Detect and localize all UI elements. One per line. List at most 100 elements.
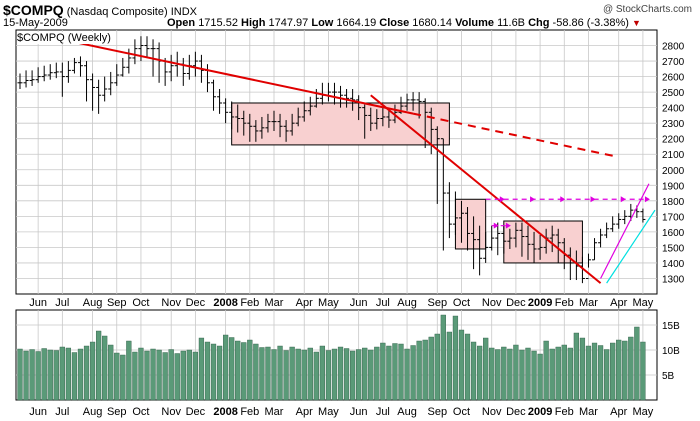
volume-bar (501, 346, 507, 401)
price-y-tick-label: 1900 (662, 181, 685, 192)
price-y-tick-label: 2800 (662, 42, 685, 53)
volume-x-tick-label: Sep (427, 406, 447, 418)
volume-bar (549, 348, 555, 401)
volume-bar (210, 343, 217, 401)
volume-bar (452, 315, 459, 401)
volume-bar (235, 340, 241, 401)
volume-x-tick-label: Dec (506, 406, 526, 418)
price-x-tick-label: Mar (579, 297, 598, 309)
volume-bar (343, 348, 350, 401)
symbol: $COMPQ (3, 2, 64, 18)
volume-bar (59, 346, 65, 401)
channel-lower-line (606, 209, 656, 284)
volume-bar (289, 346, 295, 401)
volume-bar (186, 349, 192, 401)
volume-bar (307, 347, 313, 401)
volume-bar (628, 336, 634, 401)
target-arrow-icon (620, 196, 626, 203)
volume-bar (640, 341, 646, 401)
volume-bar (597, 345, 604, 401)
low-label: Low (311, 17, 334, 29)
volume-bar (65, 347, 72, 401)
panel-label: $COMPQ (Weekly) (17, 32, 111, 44)
volume-bar (301, 349, 307, 401)
volume-x-tick-label: Nov (161, 406, 181, 418)
volume-bar (71, 352, 78, 401)
volume-bar (616, 339, 622, 401)
volume-x-tick-label: May (318, 406, 339, 418)
volume-bar (89, 341, 96, 401)
price-x-tick-label: Jun (350, 297, 368, 309)
volume-x-tick-label: 2008 (213, 406, 237, 418)
price-x-tick-label: May (318, 297, 339, 309)
volume-x-tick-label: Dec (186, 406, 206, 418)
volume-bar (271, 349, 277, 401)
volume-bar (434, 333, 440, 401)
volume-x-tick-label: Mar (265, 406, 284, 418)
volume-bar (108, 344, 114, 401)
volume-bar (77, 348, 84, 401)
volume-bar (29, 349, 35, 401)
volume-bar (102, 335, 108, 401)
channel-upper-line (600, 183, 650, 279)
chg-label: Chg (528, 17, 550, 29)
price-y-tick-label: 2500 (662, 88, 685, 99)
volume-bar (349, 350, 356, 401)
volume-bar (374, 346, 380, 401)
volume-bar (458, 329, 465, 401)
volume-bar (132, 351, 138, 401)
open-value: 1715.52 (198, 17, 238, 29)
volume-x-tick-label: Jun (29, 406, 47, 418)
volume-y-tick-label: 5B (662, 371, 675, 382)
high-value: 1747.97 (268, 17, 309, 29)
volume-bar (507, 348, 513, 401)
price-x-tick-label: Oct (453, 297, 470, 309)
price-y-tick-label: 1600 (662, 228, 685, 239)
volume-bar (489, 347, 495, 401)
consolidation-box (454, 198, 487, 250)
volume-bar (470, 341, 477, 401)
volume-bar (120, 354, 126, 401)
volume-bar (513, 344, 519, 401)
volume-bar (144, 350, 150, 401)
high-label: High (241, 17, 266, 29)
price-x-tick-label: 2008 (213, 297, 237, 309)
volume-bar (17, 348, 23, 401)
price-y-tick-label: 2400 (662, 104, 685, 115)
volume-bar (579, 337, 586, 401)
volume-bar (283, 350, 289, 401)
volume-bar (525, 347, 531, 401)
price-x-tick-label: Jul (55, 297, 69, 309)
quote-date: 15-May-2009 (3, 17, 68, 29)
price-x-tick-label: Feb (555, 297, 574, 309)
volume-bar (331, 348, 338, 401)
volume-bar (265, 346, 271, 401)
volume-bar (483, 337, 489, 401)
volume-bar (126, 340, 132, 401)
volume-y-tick-label: 15B (662, 321, 680, 332)
volume-bar (295, 348, 301, 401)
volume-bar (247, 339, 253, 401)
volume-x-tick-label: Apr (296, 406, 313, 418)
volume-x-tick-label: 2009 (528, 406, 552, 418)
volume-bar (585, 345, 592, 401)
price-y-tick-label: 1500 (662, 243, 685, 254)
price-x-tick-label: Sep (427, 297, 447, 309)
price-x-tick-label: Jun (29, 297, 47, 309)
volume-bar (422, 339, 428, 401)
volume-value: 11.6B (497, 17, 526, 29)
index-name: (Nasdaq Composite) (66, 6, 168, 18)
steep-downtrend-line (370, 94, 602, 284)
target-arrow-icon (530, 196, 536, 203)
price-y-tick-label: 1300 (662, 274, 685, 285)
volume-x-tick-label: Oct (453, 406, 470, 418)
volume-bar (41, 348, 47, 401)
volume-bar (156, 349, 162, 401)
price-x-tick-label: Apr (296, 297, 313, 309)
volume-bar (368, 349, 374, 401)
price-y-tick-label: 1700 (662, 212, 685, 223)
volume-bar (168, 349, 174, 401)
volume-bar (603, 349, 610, 401)
chg-value: -58.86 (-3.38%) (552, 17, 629, 29)
